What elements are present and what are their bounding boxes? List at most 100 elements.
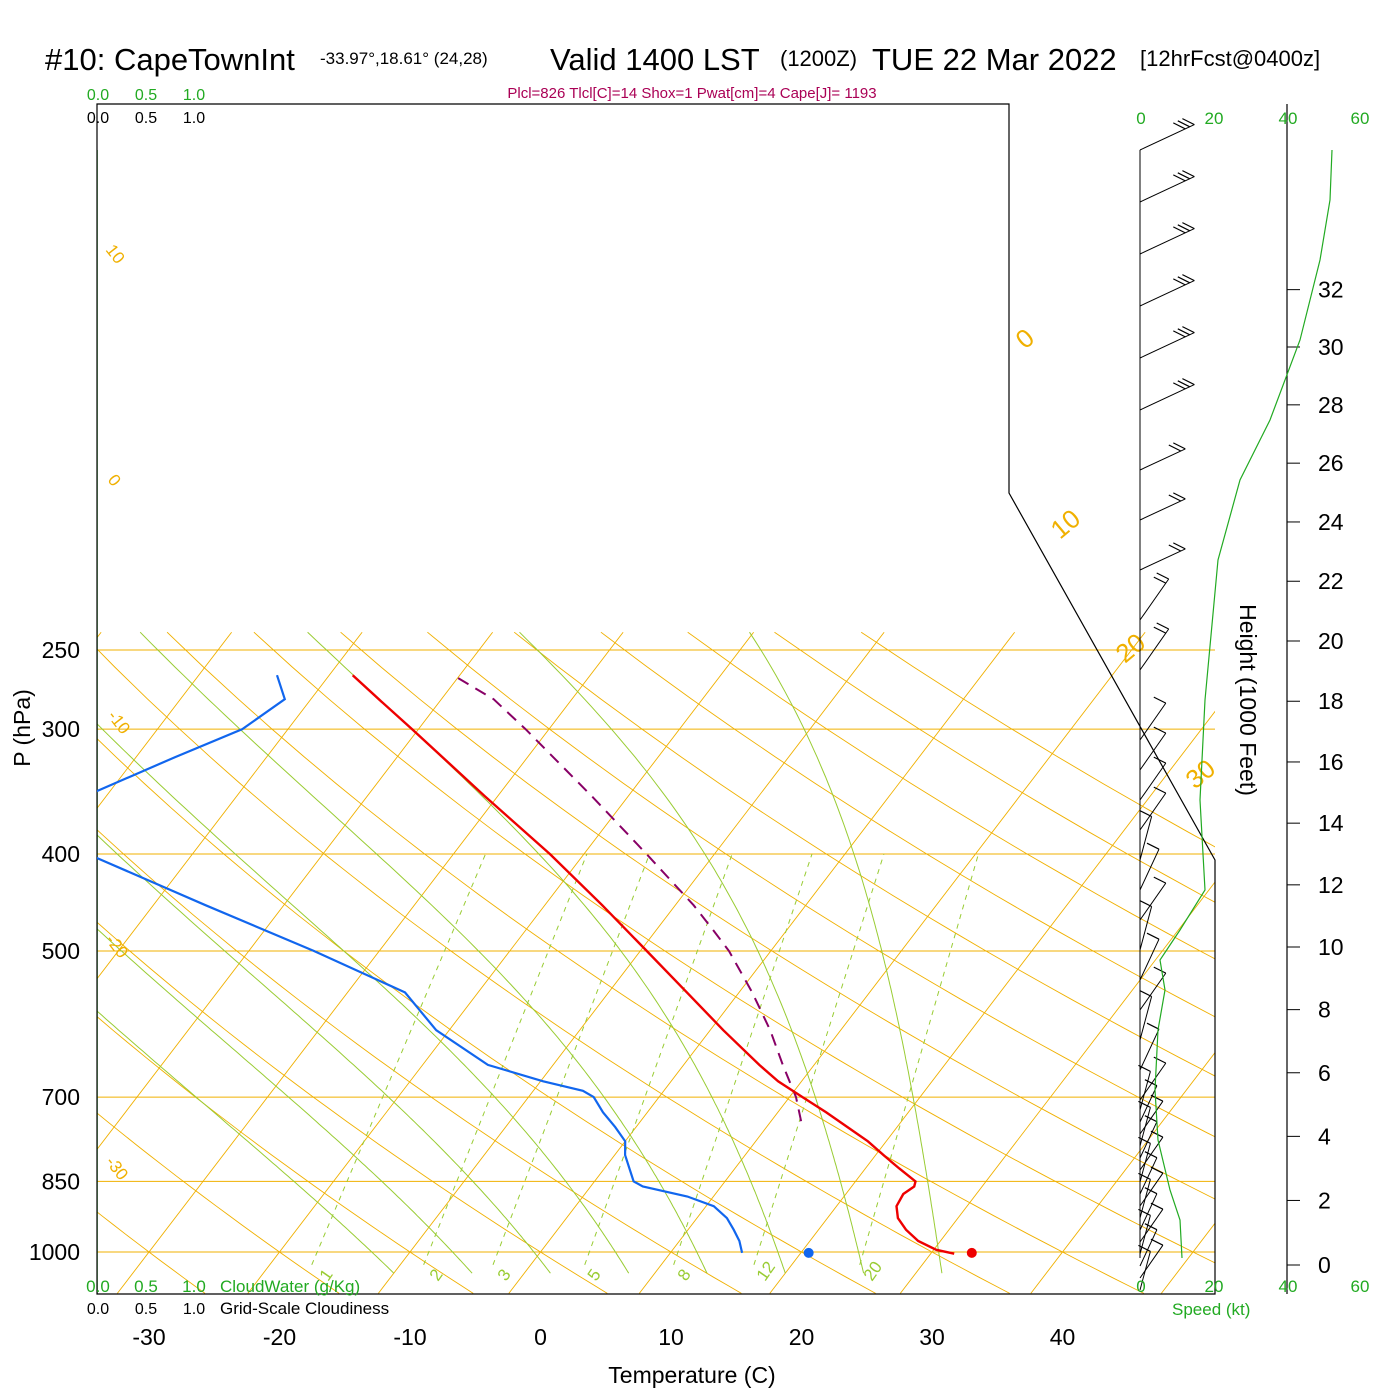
isotherm-line [377,631,885,1294]
wind-barb [1139,1028,1160,1071]
wind-barb-flag [1173,278,1186,286]
wind-barb [1139,762,1167,801]
dry-adiabat-line [687,631,1215,960]
height-tick-label: 22 [1318,568,1344,594]
wind-barb-flag [1182,274,1195,282]
height-tick-label: 0 [1318,1252,1331,1278]
height-tick-label: 26 [1318,450,1344,476]
wind-barb-flag [1173,122,1186,130]
wind-barb [1139,548,1186,571]
height-tick-label: 16 [1318,749,1344,775]
cloudwater-tick-label: 0.0 [87,87,109,104]
wind-barb [1139,1208,1164,1243]
wind-barb-flag [1177,224,1191,232]
wind-barb-flag [1153,1056,1167,1064]
wind-barb-flag [1150,1238,1164,1246]
background-grid [97,150,1215,1294]
wind-barb-flag [1182,378,1195,386]
mixing-ratio-line [423,853,588,1266]
isotherm-label: -20 [102,931,132,962]
height-tick-label: 30 [1318,334,1344,360]
wind-barb [1139,1172,1164,1207]
height-tick-label: 4 [1318,1123,1331,1149]
wind-barb [1139,578,1170,621]
dry-adiabat-label: 10 [1045,503,1086,545]
wind-barb-flag [1153,876,1167,884]
forecast-label: [12hrFcst@0400z] [1140,46,1320,71]
station-coords: -33.97°,18.61° (24,28) [320,49,488,68]
wind-barb-flag [1146,1022,1160,1030]
dry-adiabat-line [427,631,1215,1138]
wind-barb-flag [1177,120,1191,128]
mixing-ratio-line [584,853,733,1266]
isotherm-label: -10 [104,707,134,738]
temperature-tick-label: -10 [393,1324,426,1350]
wind-barb-flag [1182,222,1195,230]
wind-barb-flag [1138,1244,1151,1252]
wind-barb [1139,972,1167,1011]
wind-barb-flag [1150,1202,1164,1210]
dry-adiabat-line [97,829,742,1294]
wind-barb [1139,792,1167,831]
dry-adiabat-line [600,631,1215,1018]
profiles [97,674,977,1258]
wind-barb-flag [1177,276,1191,284]
dewpoint-curve [97,674,744,1254]
wind-barb [1139,1136,1164,1171]
height-tick-label: 10 [1318,934,1344,960]
temperature-tick-label: -20 [263,1324,296,1350]
mixing-ratio-label: 3 [494,1266,515,1285]
temperature-tick-label: 40 [1050,1324,1076,1350]
height-tick-label: 32 [1318,277,1344,303]
wind-barb-flag [1177,380,1191,388]
isotherm-line [508,631,1015,1294]
isotherm-line [638,631,1146,1294]
wind-barb [1139,732,1167,771]
speed-tick-label: 40 [1279,1277,1298,1296]
wind-barb [1139,938,1160,981]
mixing-ratio-line [859,853,979,1265]
wind-barb-flag [1177,328,1191,336]
wind-barb [1139,280,1195,307]
height-axis-label: Height (1000 Feet) [1235,604,1261,796]
cloud-scale-top: 0.0 0.0 0.5 0.5 1.0 1.0 [87,87,205,127]
dry-adiabat-line [340,631,1215,1200]
wind-barb-flag [1173,492,1186,500]
wind-barb-flag [1168,544,1182,552]
speed-ticks-top: 0 20 40 60 [1136,109,1369,128]
wind-barb-flag [1138,1172,1151,1180]
moist-adiabat-line [519,631,865,1274]
dry-adiabat-line [97,921,608,1294]
wind-barb [1139,228,1195,255]
moist-adiabat-line [97,928,473,1274]
cloudiness-tick-label: 0.0 [87,110,109,127]
pressure-tick-label: 700 [42,1084,80,1110]
dry-adiabat-line [860,631,1215,848]
mixing-ratio-label: 12 [753,1258,779,1284]
wind-barb-flag [1153,786,1167,794]
moist-adiabat-line [97,834,551,1274]
wind-barb [1139,848,1160,891]
height-curve [1154,149,1333,1259]
wind-barb-flag [1146,842,1160,850]
speed-label: Speed (kt) [1172,1300,1250,1319]
wind-barbs [1138,118,1195,1291]
temperature-tick-label: 10 [658,1324,684,1350]
isotherm-label: 0 [104,471,125,490]
speed-tick-label: 20 [1205,1277,1224,1296]
mixing-ratio-label: 2 [426,1266,447,1285]
speed-tick-label: 60 [1351,1277,1370,1296]
wind-barb [1139,882,1167,921]
speed-tick-label: 40 [1279,109,1298,128]
temperature-tick-label: 20 [789,1324,815,1350]
height-tick-label: 6 [1318,1060,1331,1086]
temperature-curve [351,674,955,1255]
wind-barb [1139,1251,1151,1291]
x-axis-label: Temperature (C) [608,1362,775,1388]
isotherm-line [97,631,363,980]
isotherm-line [97,631,232,809]
pressure-tick-labels: 250 300 400 500 700 850 1000 [29,637,80,1265]
cloudiness-tick-label: 1.0 [183,1301,205,1318]
wind-barb-flag [1173,330,1186,338]
